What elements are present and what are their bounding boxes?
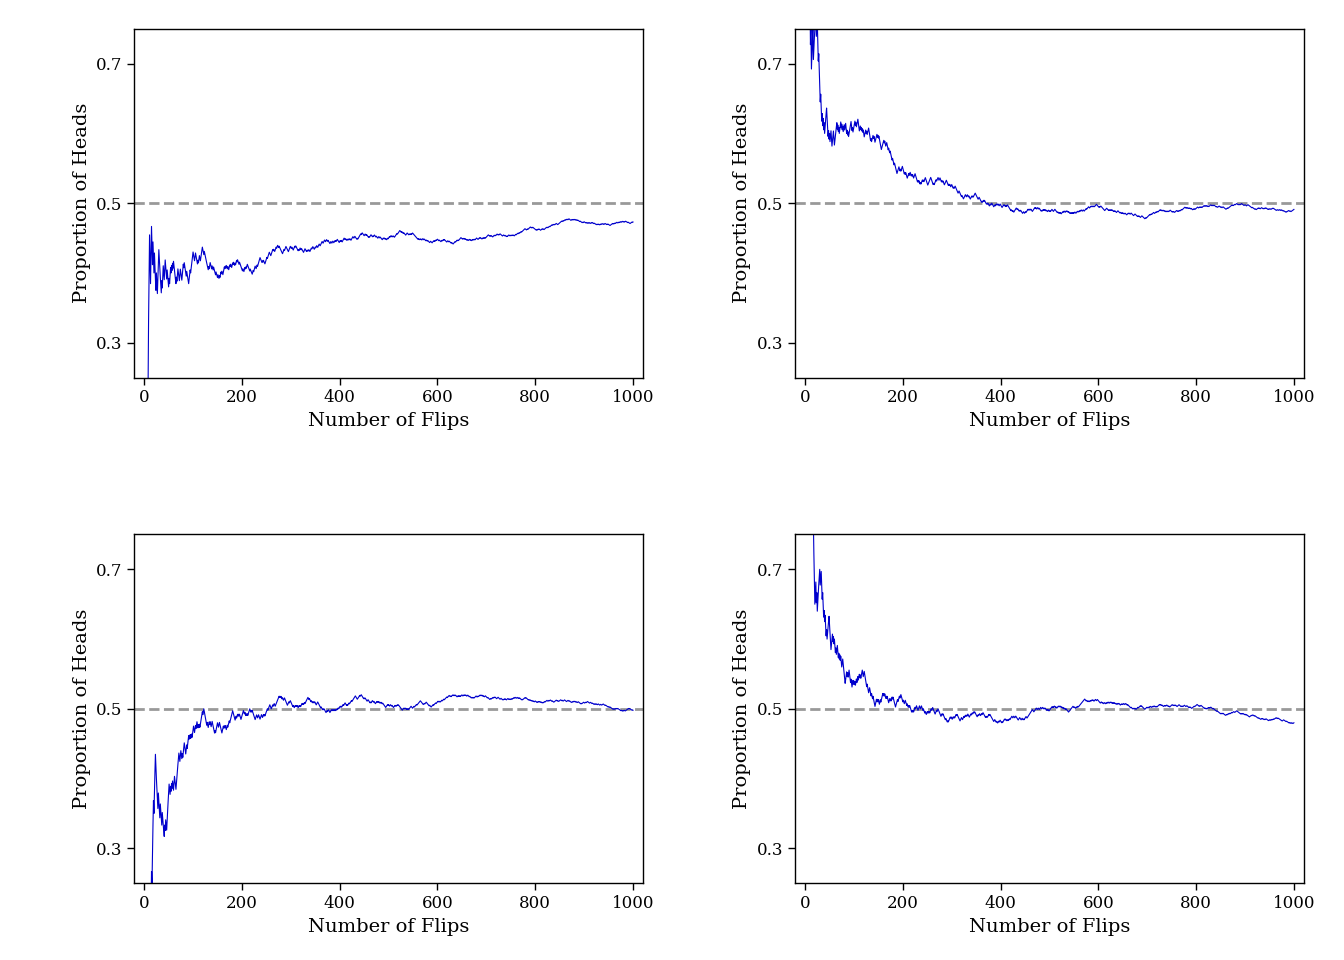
X-axis label: Number of Flips: Number of Flips [969,412,1130,430]
X-axis label: Number of Flips: Number of Flips [969,918,1130,936]
Y-axis label: Proportion of Heads: Proportion of Heads [734,103,751,303]
X-axis label: Number of Flips: Number of Flips [308,412,469,430]
Y-axis label: Proportion of Heads: Proportion of Heads [73,609,90,809]
X-axis label: Number of Flips: Number of Flips [308,918,469,936]
Y-axis label: Proportion of Heads: Proportion of Heads [734,609,751,809]
Y-axis label: Proportion of Heads: Proportion of Heads [73,103,90,303]
